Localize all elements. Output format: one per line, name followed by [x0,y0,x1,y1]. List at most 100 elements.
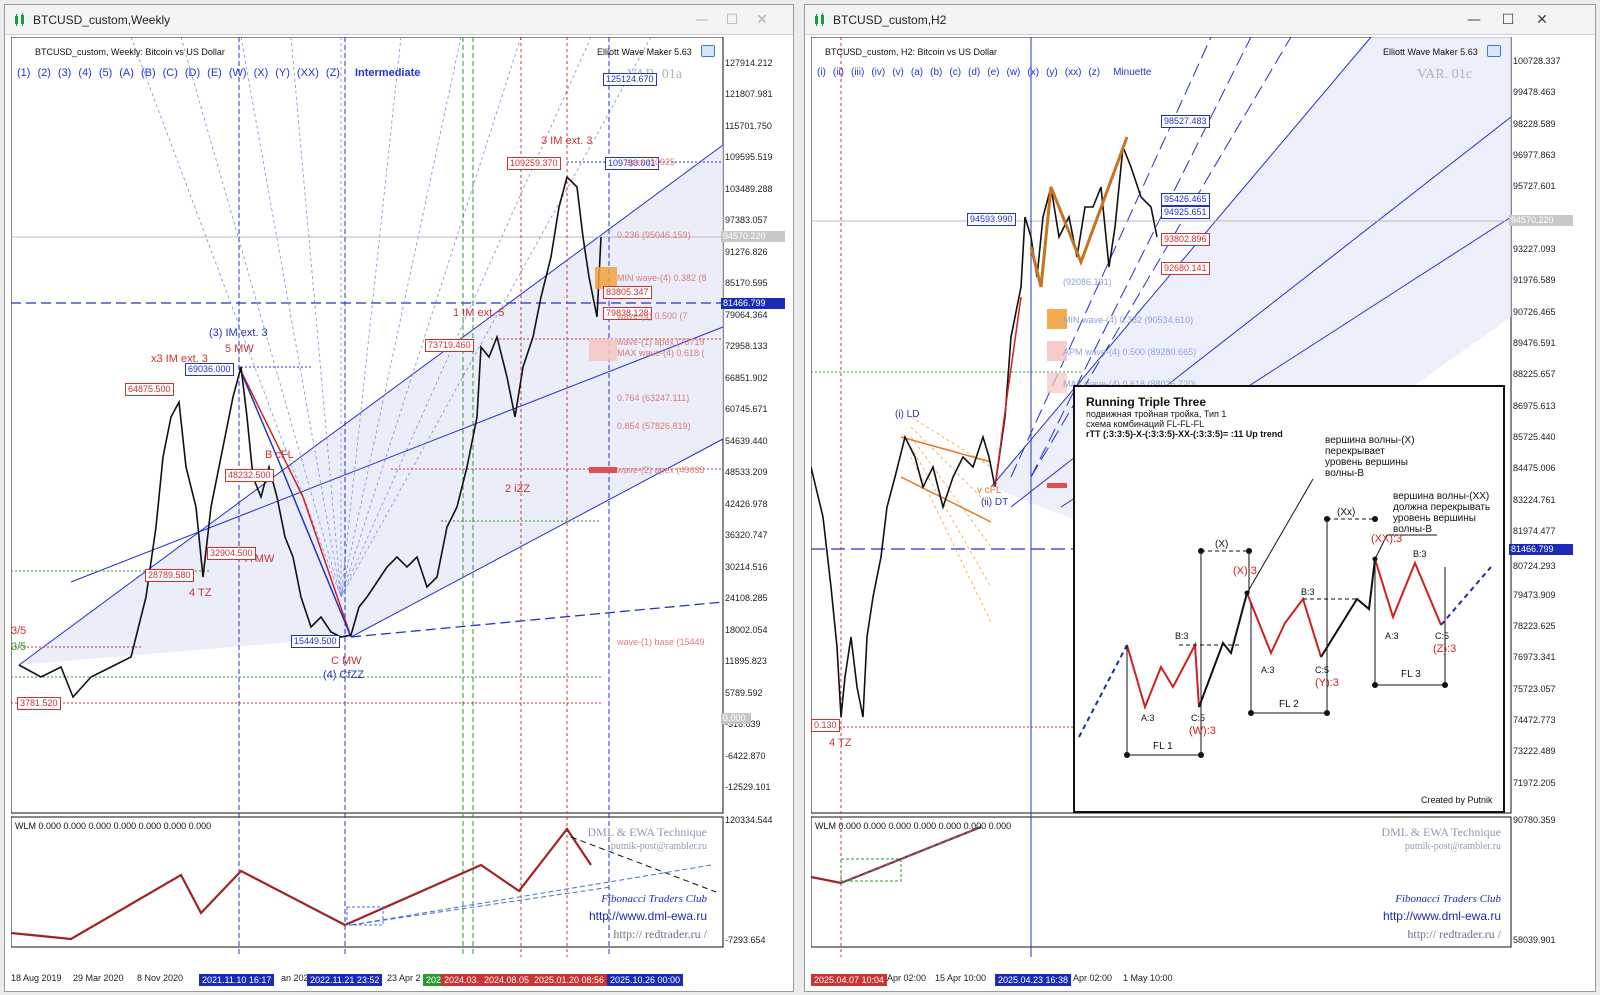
legend-title: Running Triple Three [1086,395,1207,409]
graduation-cap-icon[interactable] [701,45,715,57]
link-redtrader[interactable]: http:// redtrader.ru / [1407,927,1501,941]
legend-credit: Created by Putnik [1421,795,1493,805]
brand-club: Fibonacci Traders Club [1395,893,1501,905]
price-chart-canvas[interactable] [11,37,789,987]
legend-note: волны-B [1325,468,1365,479]
price-box: 0.130 [811,719,840,732]
date-axis[interactable]: 18 Aug 2019 29 Mar 2020 8 Nov 2020 2021.… [11,973,723,987]
fib-level-label: MAX wave-(4) 0.618 ( [617,348,705,358]
symbol-description: BTCUSD_custom, H2: Bitcoin vs US Dollar [825,47,998,57]
minimize-button[interactable]: — [695,12,709,28]
brand-title: DML & EWA Technique [1381,825,1501,839]
link-redtrader[interactable]: http:// redtrader.ru / [613,927,707,941]
wave-label: (i) LD [895,409,920,420]
price-box: 15449.500 [291,635,340,648]
legend-line: схема комбинаций FL-FL-FL [1086,419,1205,429]
close-button[interactable]: ✕ [1536,12,1548,28]
maximize-button[interactable]: ☐ [725,12,739,28]
legend-note: уровень вершины [1393,513,1476,524]
legend-note: уровень вершины [1325,457,1408,468]
pattern-diagram [1078,478,1492,758]
link-dml-ewa[interactable]: http://www.dml-ewa.ru [1382,909,1501,923]
wave-degree-nav[interactable]: (i) (ii) (iii) (iv) (v) (a) (b) (c) (d) (e) (w) (x)… [817,67,1152,78]
price-box: 64875.500 [125,383,174,396]
price-box: 94925.651 [1161,206,1210,219]
wave-label: 1 IM ext. 5 [453,307,505,319]
hline-price-tag: 81466.799 [721,298,785,309]
wave-label: 5 MW [225,343,254,355]
hline-price-tag: 81466.799 [1509,544,1573,555]
legend-formula: rTT (:3:3:5)-X-(:3:3:5)-XX-(:3:3:5)= :11… [1086,429,1283,439]
current-price-tag: 94570.220 [1509,215,1573,226]
minimize-button[interactable]: — [1467,12,1481,28]
link-dml-ewa[interactable]: http://www.dml-ewa.ru [588,909,707,923]
chart-window-icon [815,13,824,26]
wave-label: (4) CfZZ [323,669,364,681]
fib-level-label: 0.764 (63247.111) [617,393,690,403]
wave-label: 4 TZ [829,737,852,749]
wave-label: 3/5 [11,625,27,637]
indicator-name: Elliott Wave Maker 5.63 [1383,47,1478,57]
price-axis[interactable]: 100728.337 99478.463 98228.589 96977.863… [1509,37,1589,945]
indicator-name: Elliott Wave Maker 5.63 [597,47,692,57]
legend-note: вершина волны-(XX) [1393,491,1490,502]
indicator-values: WLM 0.000 0.000 0.000 0.000 0.000 0.000 … [815,821,1012,831]
current-price-tag: 94570.220 [721,231,785,242]
fib-level-label: wave-(2) apex (49033 [617,465,705,475]
brand-title: DML & EWA Technique [587,825,707,839]
chart-area[interactable]: (i) (ii) (iii) (iv) (v) (a) (b) (c) (d) (e) (w) (x)… [811,37,1589,987]
fib-level-label: apex (10925 [625,157,676,167]
fib-level-label: MIN wave-(4) 0.382 (90534.610) [1063,315,1194,325]
legend-note: волны-B [1393,524,1433,535]
chart-window-h2[interactable]: BTCUSD_custom,H2 — ☐ ✕ [804,4,1596,992]
chart-window-icon [15,13,24,26]
wave-label: (3) IM ext. 3 [209,327,268,339]
price-box: 93802.896 [1161,233,1210,246]
brand-email: putnik-post@rambler.ru [1404,841,1501,852]
wave-label: 3/5 [11,641,27,653]
close-button[interactable]: ✕ [756,12,768,28]
legend-note: вершина волны-(X) [1325,435,1415,446]
fib-level-label: wave-(1) apex (73719 [617,337,705,347]
legend-line: подвижная тройная тройка, Тип 1 [1086,409,1227,419]
variant-label: VAR. 01c [1417,67,1472,82]
wave-label: 3 IM ext. 3 [541,135,593,147]
fib-level-label: MIN wave-(4) 0.382 (8 [617,273,707,283]
price-box: 83805.347 [603,286,652,299]
price-box: 98527.483 [1161,115,1210,128]
wave-label: 4 TZ [189,587,212,599]
fib-level-label: MAX wave-(4) 0.618 (88026.720) [1063,379,1197,389]
price-box: 48232.500 [225,469,274,482]
legend-note: должна перекрывать [1393,502,1491,513]
window-titlebar[interactable]: BTCUSD_custom,Weekly — ☐ ✕ [5,5,793,35]
chart-window-weekly[interactable]: BTCUSD_custom,Weekly — ☐ ✕ [4,4,794,992]
wave-degree-nav[interactable]: (1) (2) (3) (4) (5) (A) (B) (C) (D) (E) (W) (X) (Y)(… [17,67,421,79]
symbol-description: BTCUSD_custom, Weekly: Bitcoin vs US Dol… [35,47,225,57]
pattern-legend-box: Running Triple Three подвижная тройная т… [1073,385,1505,813]
indicator-values: WLM 0.000 0.000 0.000 0.000 0.000 0.000 … [15,821,212,831]
brand-club: Fibonacci Traders Club [601,893,707,905]
fib-level-label: wave-(4) 0.500 (7 [617,311,688,321]
wave-label: x3 IM ext. 3 [151,353,208,365]
price-box: 3781.520 [17,697,61,710]
price-axis[interactable]: 127914.212 121807.981 115701.750 109595.… [721,37,787,945]
window-titlebar[interactable]: BTCUSD_custom,H2 — ☐ ✕ [805,5,1595,35]
legend-note: перекрывает [1325,446,1385,457]
price-box: 125124.670 [603,73,657,86]
price-box: 94593.990 [967,213,1016,226]
price-box: 73719.460 [425,339,474,352]
chart-area[interactable]: (1) (2) (3) (4) (5) (A) (B) (C) (D) (E) (W) (X) (Y)(… [11,37,789,987]
window-title: BTCUSD_custom,Weekly [33,13,171,27]
fib-level-label: (92086.191) [1063,277,1112,287]
maximize-button[interactable]: ☐ [1501,12,1515,28]
price-box: 92680.141 [1161,262,1210,275]
wave-label: B cFL [265,449,294,461]
price-box: 79838.128 [603,307,652,320]
fib-level-label: 0.854 (57826.819) [617,421,691,431]
price-box: 109780.001 [605,157,659,170]
wave-label: 2 iZZ [505,483,531,495]
graduation-cap-icon[interactable] [1487,45,1501,57]
date-axis[interactable]: 2025.04.07 10:04 Apr 02:00 15 Apr 10:00 … [811,973,1511,987]
wave-label: C MW [331,655,362,667]
price-box: 109259.370 [507,157,561,170]
